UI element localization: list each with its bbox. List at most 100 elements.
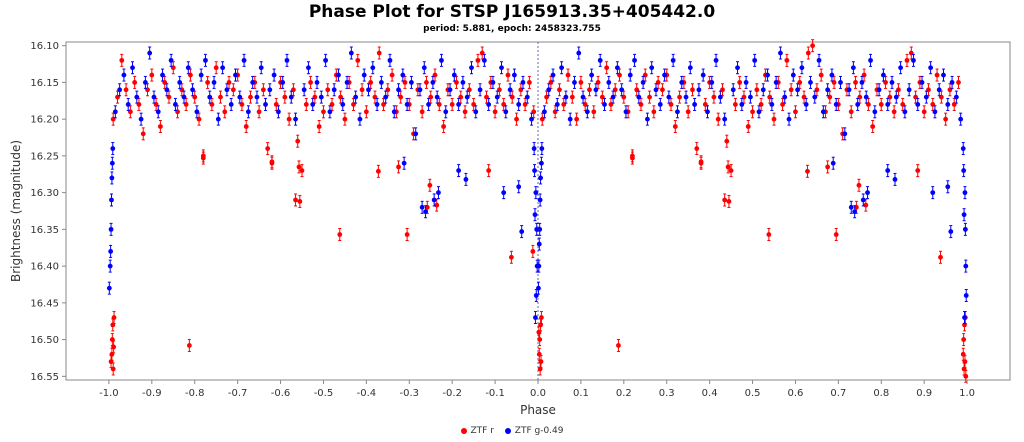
data-point (308, 80, 313, 85)
data-point (117, 87, 123, 93)
data-point (357, 116, 363, 122)
data-point (885, 168, 891, 173)
data-point (336, 72, 341, 78)
data-point (941, 72, 946, 78)
data-point (853, 80, 858, 85)
data-point (401, 160, 407, 166)
data-point (293, 197, 298, 203)
data-point (962, 359, 968, 365)
data-point (130, 65, 135, 71)
data-point (321, 109, 326, 115)
data-point (376, 50, 382, 56)
data-point (111, 315, 117, 320)
data-point (868, 57, 873, 63)
data-point (786, 116, 792, 122)
data-point (685, 109, 691, 115)
data-point (475, 57, 481, 63)
data-point (366, 87, 371, 93)
data-point (578, 80, 584, 85)
data-point (263, 102, 268, 107)
data-point (842, 131, 848, 137)
data-point (233, 72, 238, 78)
data-point (945, 184, 951, 190)
data-point (492, 109, 498, 115)
data-point (672, 124, 678, 129)
data-point (375, 168, 381, 174)
data-point (224, 87, 230, 93)
data-point (878, 102, 884, 107)
data-point (690, 87, 695, 93)
data-point (737, 80, 743, 85)
data-point (739, 102, 745, 107)
x-tick-label: -0.2 (442, 388, 462, 399)
data-point (963, 293, 969, 298)
data-point (962, 315, 967, 320)
data-point (389, 72, 395, 78)
data-point (532, 168, 537, 173)
y-tick-label: 16.40 (30, 262, 59, 273)
data-point (769, 102, 775, 107)
data-point (666, 94, 672, 100)
data-point (507, 87, 513, 93)
data-point (911, 57, 916, 63)
x-tick-label: -0.1 (485, 388, 505, 399)
data-point (363, 109, 369, 115)
data-point (529, 116, 534, 122)
data-point (943, 116, 949, 122)
data-point (427, 182, 433, 188)
data-point (958, 116, 964, 122)
data-point (533, 315, 538, 320)
data-point (627, 72, 633, 78)
data-point (915, 168, 921, 173)
data-point (439, 57, 444, 63)
data-point (953, 94, 959, 100)
data-point (314, 80, 320, 85)
x-tick-label: 1.0 (959, 388, 975, 399)
data-point (692, 102, 698, 107)
y-tick-label: 16.10 (30, 41, 59, 52)
data-point (550, 72, 556, 78)
data-point (260, 87, 266, 93)
data-point (109, 160, 115, 166)
data-point (353, 94, 359, 100)
data-point (424, 80, 429, 85)
data-point (288, 94, 294, 100)
data-point (881, 72, 886, 78)
data-point (396, 164, 401, 170)
data-point (203, 57, 208, 63)
data-point (591, 109, 597, 115)
data-point (151, 94, 157, 100)
data-point (752, 57, 758, 63)
data-point (546, 87, 552, 93)
data-point (725, 164, 731, 170)
data-point (647, 94, 652, 100)
data-point (306, 65, 311, 71)
data-point (265, 146, 271, 151)
data-point (537, 197, 543, 203)
data-point (572, 80, 577, 85)
data-point (190, 87, 195, 93)
data-point (168, 57, 174, 63)
data-point (536, 329, 542, 335)
data-point (198, 72, 204, 78)
legend-marker-icon (504, 428, 511, 434)
data-point (795, 87, 800, 93)
data-point (735, 65, 740, 71)
data-point (904, 57, 910, 63)
data-point (537, 226, 543, 232)
data-point (567, 116, 573, 122)
data-point (222, 109, 228, 115)
data-point (449, 102, 455, 107)
data-point (722, 116, 728, 122)
data-point (344, 80, 350, 85)
data-point (155, 109, 161, 115)
data-point (830, 160, 836, 166)
x-tick-label: -0.6 (271, 388, 291, 399)
data-point (149, 72, 155, 78)
data-point (696, 87, 702, 93)
data-point (961, 337, 967, 342)
x-tick-label: 0.5 (745, 388, 761, 399)
data-point (421, 65, 427, 71)
data-point (778, 50, 783, 56)
data-point (538, 359, 544, 365)
